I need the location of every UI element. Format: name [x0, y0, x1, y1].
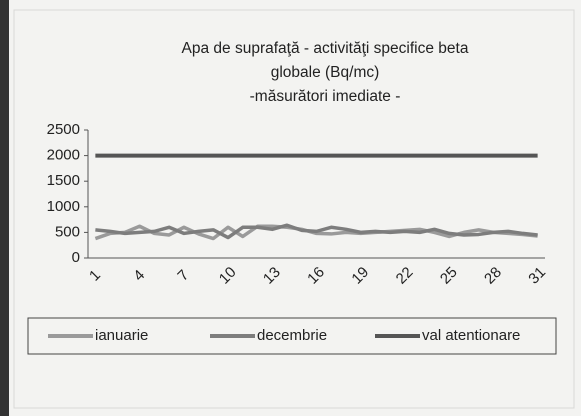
legend-label: decembrie — [257, 327, 327, 344]
y-tick-label: 1500 — [47, 172, 80, 189]
y-tick-label: 500 — [55, 223, 80, 240]
y-tick-label: 1000 — [47, 198, 80, 215]
legend-label: val atentionare — [422, 327, 520, 344]
left-border — [0, 0, 9, 416]
y-tick-label: 2000 — [47, 147, 80, 164]
y-tick-label: 0 — [72, 249, 80, 266]
legend-box — [27, 317, 557, 355]
y-tick-label: 2500 — [47, 121, 80, 138]
chart-frame — [13, 9, 575, 409]
chart-title: -măsurători imediate - — [250, 88, 401, 105]
series-line — [94, 224, 538, 241]
chart-title: Apa de suprafaţă - activităţi specifice … — [182, 40, 469, 57]
legend-label: ianuarie — [95, 327, 148, 344]
chart-title: globale (Bq/mc) — [271, 64, 380, 81]
series-line — [95, 223, 538, 240]
